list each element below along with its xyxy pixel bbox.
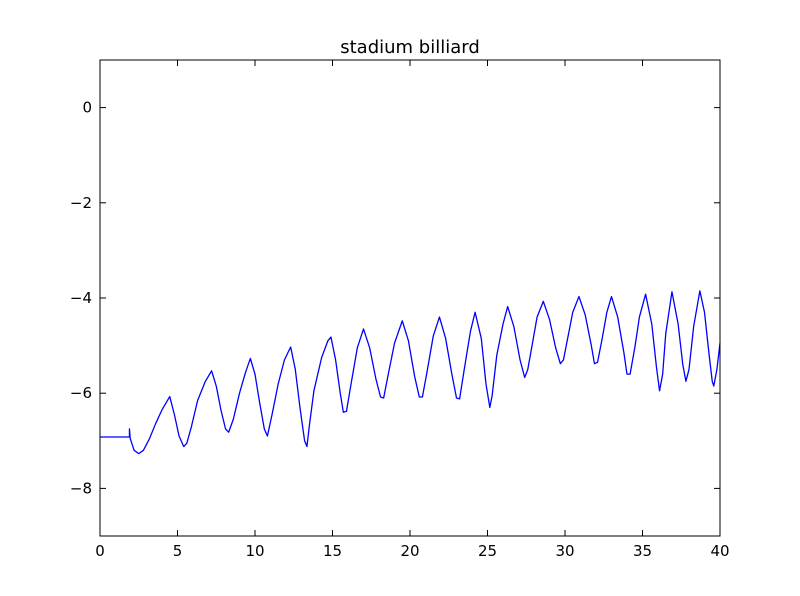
- x-tick-label: 35: [633, 542, 652, 560]
- series-layer: [100, 290, 721, 455]
- x-tick-label: 20: [400, 542, 419, 560]
- x-tick-label: 15: [323, 542, 342, 560]
- y-tick-label: −4: [70, 289, 92, 307]
- chart-title: stadium billiard: [340, 37, 480, 58]
- plot-frame: [99, 59, 721, 537]
- x-tick-label: 0: [95, 542, 105, 560]
- x-tick-label: 40: [710, 542, 729, 560]
- y-tick-label: −2: [70, 194, 92, 212]
- y-tick-label: 0: [82, 99, 92, 117]
- x-tick-label: 25: [478, 542, 497, 560]
- x-tick-label: 10: [245, 542, 264, 560]
- series-line: [100, 290, 721, 455]
- ticks-layer: 0 5 10 15 20 25 30 35 40 0 −2 −4 −6 −8: [70, 60, 730, 560]
- x-tick-label: 5: [173, 542, 183, 560]
- y-tick-label: −6: [70, 384, 92, 402]
- x-tick-label: 30: [555, 542, 574, 560]
- y-tick-label: −8: [70, 479, 92, 497]
